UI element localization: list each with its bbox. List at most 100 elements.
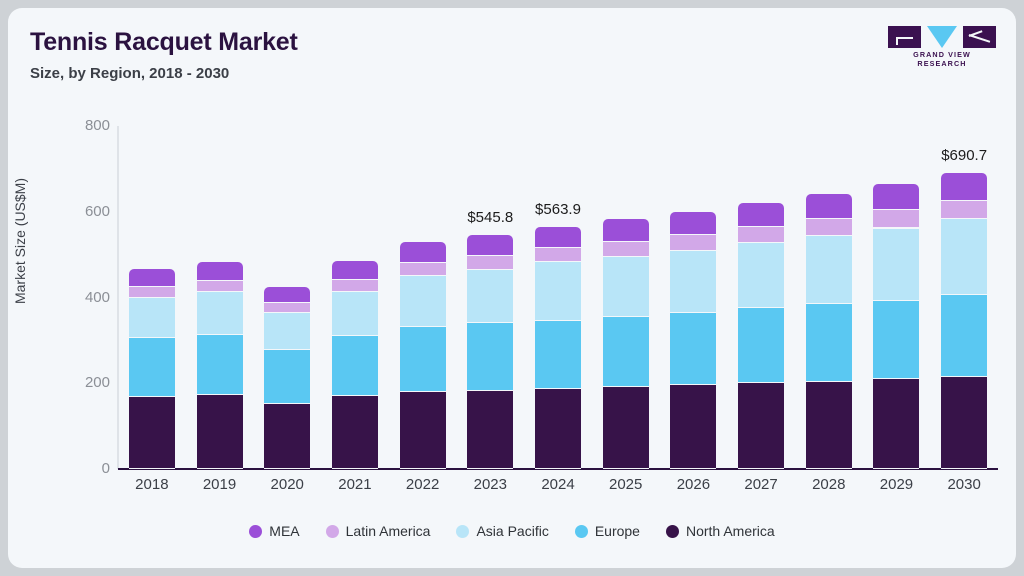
bar-segment-2018-north-america[interactable] <box>128 396 175 469</box>
bar-segment-2027-asia-pacific[interactable] <box>738 243 785 308</box>
bar-2027[interactable] <box>738 203 785 469</box>
bar-segment-2028-north-america[interactable] <box>805 381 852 469</box>
bar-segment-2025-latin-america[interactable] <box>602 241 649 257</box>
bar-segment-2023-mea[interactable] <box>467 234 514 257</box>
legend-label: Europe <box>594 523 640 539</box>
bar-2024[interactable] <box>535 227 581 469</box>
bar-segment-2021-asia-pacific[interactable] <box>331 291 378 336</box>
bar-segment-2027-mea[interactable] <box>738 203 785 228</box>
bar-segment-2029-europe[interactable] <box>873 300 920 380</box>
bar-segment-2018-europe[interactable] <box>128 338 175 397</box>
y-axis-label: Market Size (US$M) <box>12 177 28 305</box>
bar-segment-2030-latin-america[interactable] <box>941 200 988 220</box>
bar-segment-2030-north-america[interactable] <box>941 377 988 469</box>
legend-item-latin-america[interactable]: Latin America <box>325 523 431 539</box>
bar-segment-2020-europe[interactable] <box>264 350 311 404</box>
bar-segment-2029-latin-america[interactable] <box>873 210 920 229</box>
bar-segment-2029-mea[interactable] <box>873 183 920 211</box>
bar-segment-2021-mea[interactable] <box>331 260 378 281</box>
bar-2026[interactable] <box>670 212 717 469</box>
x-axis-tick-2022: 2022 <box>405 476 440 493</box>
grand-view-research-logo: GRAND VIEW RESEARCH <box>888 26 996 68</box>
bar-segment-2027-north-america[interactable] <box>738 383 785 469</box>
x-axis-tick-2028: 2028 <box>812 476 846 493</box>
bar-segment-2026-latin-america[interactable] <box>670 235 717 251</box>
y-axis-tick-0: 0 <box>101 460 110 477</box>
bar-2025[interactable] <box>602 219 649 469</box>
bar-segment-2023-latin-america[interactable] <box>467 256 514 271</box>
bar-segment-2023-europe[interactable] <box>467 323 514 391</box>
bar-segment-2030-europe[interactable] <box>941 294 988 378</box>
logo-letter-v-icon <box>927 26 957 48</box>
bar-segment-2029-north-america[interactable] <box>873 379 920 469</box>
legend-item-north-america[interactable]: North America <box>665 523 775 539</box>
x-axis-tick-2018: 2018 <box>135 476 169 493</box>
bar-segment-2020-north-america[interactable] <box>264 403 311 469</box>
bar-segment-2019-latin-america[interactable] <box>196 280 243 292</box>
bar-segment-2028-asia-pacific[interactable] <box>805 235 852 304</box>
legend-item-mea[interactable]: MEA <box>249 523 300 539</box>
bar-segment-2024-europe[interactable] <box>535 320 581 389</box>
bar-2028[interactable] <box>805 193 852 469</box>
bar-segment-2028-mea[interactable] <box>805 193 852 219</box>
bar-segment-2023-asia-pacific[interactable] <box>467 270 514 324</box>
chart-subtitle: Size, by Region, 2018 - 2030 <box>30 65 230 82</box>
bar-segment-2019-europe[interactable] <box>196 334 243 396</box>
bar-segment-2019-north-america[interactable] <box>196 395 243 469</box>
logo-mark <box>888 26 996 48</box>
bar-segment-2018-latin-america[interactable] <box>128 286 175 298</box>
bar-segment-2028-latin-america[interactable] <box>805 218 852 236</box>
bar-segment-2024-latin-america[interactable] <box>535 247 581 262</box>
bar-segment-2018-mea[interactable] <box>128 268 175 287</box>
page-title: Tennis Racquet Market <box>30 28 298 56</box>
bar-2023[interactable] <box>467 234 514 469</box>
y-axis-line <box>117 126 119 469</box>
bar-segment-2019-mea[interactable] <box>196 261 243 281</box>
bar-2019[interactable] <box>196 261 243 469</box>
legend-label: Latin America <box>345 523 431 539</box>
bar-segment-2022-north-america[interactable] <box>399 392 446 469</box>
bar-segment-2025-mea[interactable] <box>602 219 649 242</box>
bar-segment-2021-north-america[interactable] <box>331 396 378 469</box>
bar-segment-2022-mea[interactable] <box>399 241 446 264</box>
x-axis-tick-2020: 2020 <box>270 476 304 493</box>
bar-segment-2023-north-america[interactable] <box>467 390 514 469</box>
bar-segment-2027-europe[interactable] <box>738 307 785 384</box>
bar-segment-2025-europe[interactable] <box>602 316 649 388</box>
bar-segment-2022-europe[interactable] <box>399 327 446 393</box>
bar-segment-2030-mea[interactable] <box>941 172 988 201</box>
bar-segment-2025-asia-pacific[interactable] <box>602 256 649 317</box>
bar-2018[interactable] <box>128 268 175 469</box>
bar-segment-2026-north-america[interactable] <box>670 385 717 469</box>
bar-segment-2024-asia-pacific[interactable] <box>535 261 581 321</box>
bar-segment-2020-mea[interactable] <box>264 286 311 304</box>
bar-segment-2028-europe[interactable] <box>805 303 852 382</box>
bar-segment-2026-mea[interactable] <box>670 212 717 236</box>
legend-item-asia-pacific[interactable]: Asia Pacific <box>456 523 549 539</box>
bar-segment-2029-asia-pacific[interactable] <box>873 228 920 301</box>
bar-segment-2026-europe[interactable] <box>670 312 717 386</box>
bar-segment-2026-asia-pacific[interactable] <box>670 250 717 313</box>
bar-2021[interactable] <box>331 260 378 469</box>
bar-segment-2021-latin-america[interactable] <box>331 280 378 292</box>
x-axis-tick-2027: 2027 <box>744 476 778 493</box>
bar-segment-2030-asia-pacific[interactable] <box>941 219 988 295</box>
legend-label: North America <box>685 523 775 539</box>
legend-item-europe[interactable]: Europe <box>574 523 640 539</box>
bar-segment-2022-latin-america[interactable] <box>399 263 446 277</box>
bar-segment-2020-asia-pacific[interactable] <box>264 312 311 351</box>
bar-segment-2024-north-america[interactable] <box>535 388 581 469</box>
bar-segment-2027-latin-america[interactable] <box>738 227 785 244</box>
bar-segment-2022-asia-pacific[interactable] <box>399 276 446 328</box>
bar-segment-2020-latin-america[interactable] <box>264 303 311 313</box>
bar-2029[interactable] <box>873 183 920 469</box>
bar-segment-2024-mea[interactable] <box>535 227 581 248</box>
chart-legend: MEA Latin America Asia Pacific Europe North … <box>8 523 1016 539</box>
bar-2022[interactable] <box>399 241 446 469</box>
bar-segment-2018-asia-pacific[interactable] <box>128 297 175 339</box>
bar-2030[interactable] <box>941 172 988 469</box>
bar-segment-2021-europe[interactable] <box>331 335 378 397</box>
bar-segment-2025-north-america[interactable] <box>602 387 649 469</box>
bar-2020[interactable] <box>264 286 311 469</box>
bar-segment-2019-asia-pacific[interactable] <box>196 291 243 335</box>
